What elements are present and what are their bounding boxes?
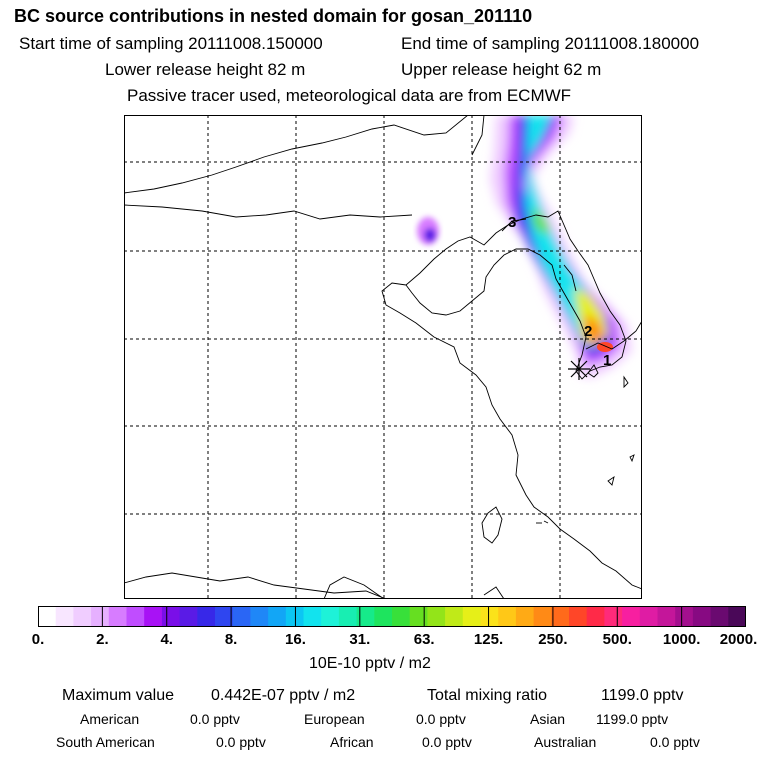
colorbar-cell [480, 606, 499, 627]
max-value-label: Maximum value [62, 687, 175, 704]
lower-release-height: Lower release height 82 m [105, 60, 306, 79]
colorbar-tick-label: 2000. [719, 631, 758, 648]
colorbar-cell [604, 606, 623, 627]
colorbar-cell [392, 606, 411, 627]
end-time: End time of sampling 20111008.180000 [401, 34, 700, 53]
colorbar-cell [268, 606, 287, 627]
colorbar-tick-label: 500. [602, 631, 632, 648]
trajectory-label-2: 2 [584, 323, 592, 340]
american-value: 0.0 pptv [190, 711, 240, 727]
colorbar-cell [427, 606, 446, 627]
colorbar-cell [515, 606, 535, 627]
colorbar-cell [55, 606, 74, 627]
map-panel: 1 2 3 [124, 115, 642, 599]
colorbar-cell [73, 606, 92, 627]
colorbar-cell [321, 606, 340, 627]
max-value: 0.442E-07 pptv / m2 [211, 687, 356, 704]
colorbar-cell [303, 606, 322, 627]
total-mixing-label: Total mixing ratio [427, 687, 548, 704]
colorbar-cell [215, 606, 234, 627]
european-value: 0.0 pptv [416, 711, 466, 727]
colorbar-cell [728, 606, 746, 627]
map-gridlines [124, 115, 642, 599]
colorbar-cell [108, 606, 128, 627]
coastlines [124, 115, 642, 599]
colorbar-cell [657, 606, 676, 627]
colorbar-tick-label: 63. [413, 631, 435, 648]
colorbar-cell [639, 606, 659, 627]
isolated-plume-patch [417, 217, 439, 245]
colorbar-cell [232, 606, 251, 627]
total-mixing-value: 1199.0 pptv [601, 687, 684, 704]
colorbar-cell [462, 606, 482, 627]
concentration-plume [490, 115, 632, 377]
map-frame [124, 115, 642, 599]
colorbar-cell [445, 606, 464, 627]
south-american-label: South American [56, 734, 155, 750]
colorbar-cell [161, 606, 181, 627]
colorbar-cell [551, 606, 570, 627]
colorbar [38, 606, 746, 627]
upper-release-height: Upper release height 62 m [401, 60, 602, 79]
colorbar-cell [710, 606, 729, 627]
colorbar-tick-label: 2. [96, 631, 109, 648]
european-label: European [304, 711, 365, 727]
colorbar-cell [91, 606, 110, 627]
colorbar-tick-label: 1000. [662, 631, 701, 648]
tracer-note: Passive tracer used, meteorological data… [127, 86, 572, 105]
colorbar-cell [409, 606, 428, 627]
plot-title: BC source contributions in nested domain… [14, 6, 533, 26]
colorbar-cell [356, 606, 375, 627]
colorbar-cell [250, 606, 269, 627]
colorbar-cell [675, 606, 694, 627]
colorbar-cell [569, 606, 588, 627]
colorbar-cell [126, 606, 145, 627]
asian-label: Asian [530, 711, 566, 727]
colorbar-tick-label: 0. [31, 631, 45, 648]
colorbar-tick-label: 8. [224, 631, 238, 648]
colorbar-cell [144, 606, 163, 627]
south-american-value: 0.0 pptv [216, 734, 266, 750]
colorbar-tick-label: 16. [285, 631, 306, 648]
colorbar-tick-label: 250. [538, 631, 568, 648]
australian-value: 0.0 pptv [650, 734, 700, 750]
colorbar-cell [622, 606, 641, 627]
american-label: American [80, 711, 140, 727]
colorbar-cell [338, 606, 358, 627]
australian-label: Australian [534, 734, 597, 750]
colorbar-cell [374, 606, 393, 627]
colorbar-cell [179, 606, 198, 627]
african-label: African [330, 734, 374, 750]
colorbar-cell [533, 606, 552, 627]
african-value: 0.0 pptv [422, 734, 472, 750]
colorbar-cell [197, 606, 216, 627]
start-time: Start time of sampling 20111008.150000 [19, 34, 323, 53]
colorbar-tick-label: 4. [160, 631, 173, 648]
colorbar-cell [692, 606, 712, 627]
asian-value: 1199.0 pptv [596, 711, 669, 727]
trajectory-label-3: 3 [508, 214, 516, 231]
colorbar-cell [586, 606, 605, 627]
trajectory-label-1: 1 [603, 352, 611, 369]
colorbar-tick-label: 125. [473, 631, 504, 648]
colorbar-cell [498, 606, 517, 627]
colorbar-units: 10E-10 pptv / m2 [309, 655, 431, 672]
colorbar-tick-label: 31. [349, 631, 371, 648]
colorbar-cell [38, 606, 57, 627]
release-site-marker [568, 358, 590, 380]
